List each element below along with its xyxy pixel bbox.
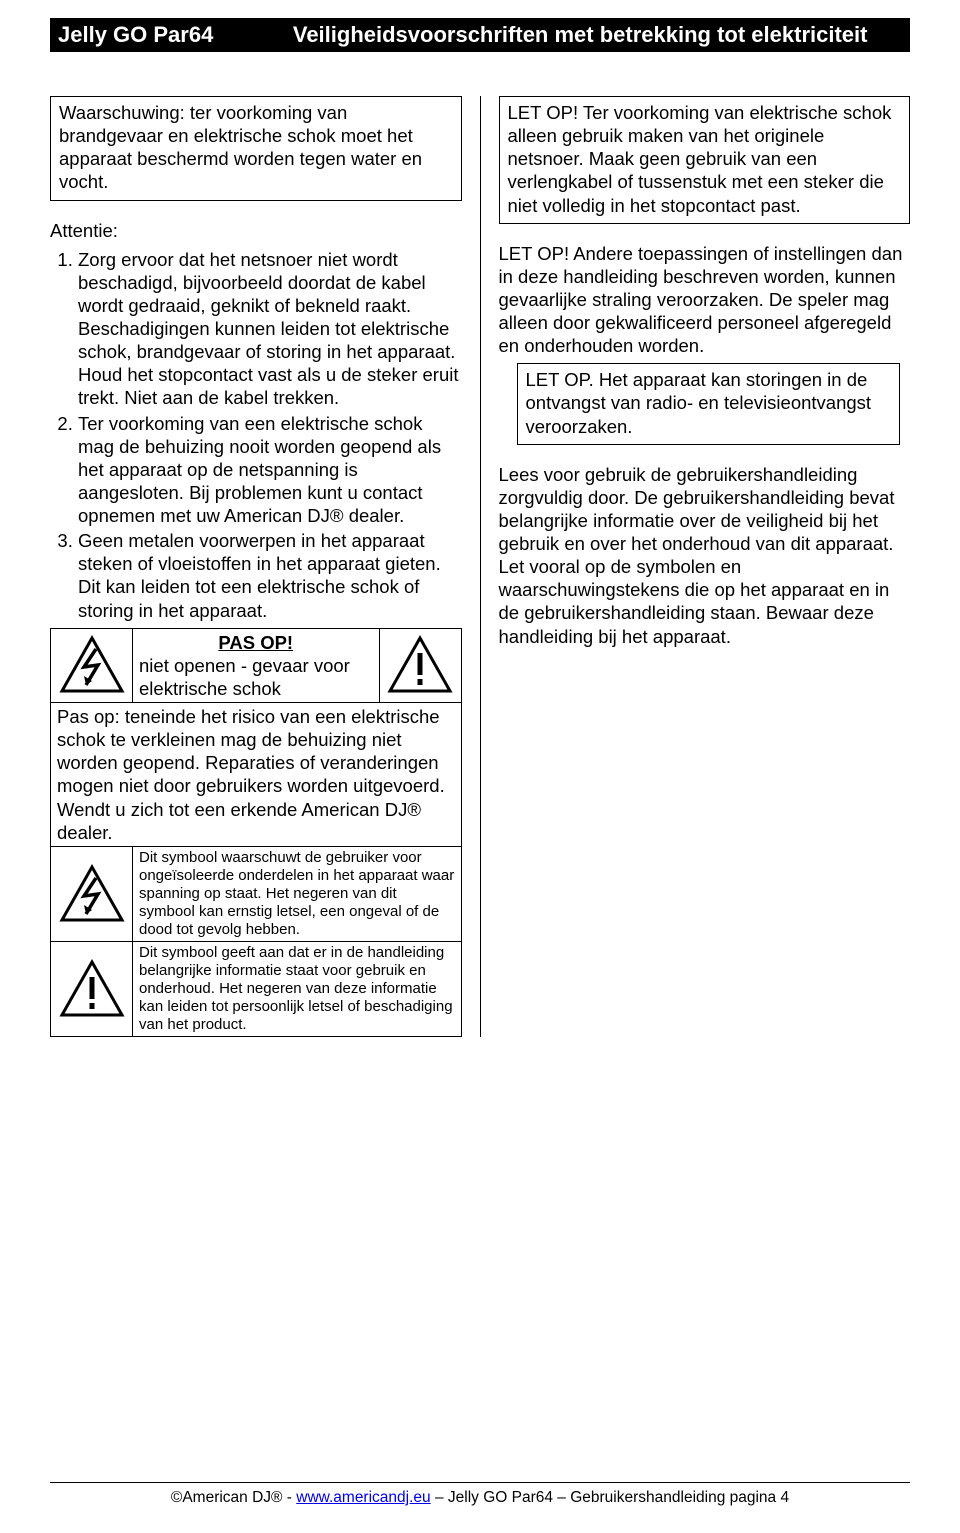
letop-box-1: LET OP! Ter voorkoming van elektrische s… [499,96,911,224]
header-product: Jelly GO Par64 [58,22,213,48]
letop-box-2: LET OP. Het apparaat kan storingen in de… [517,363,901,444]
attentie-item: Zorg ervoor dat het netsnoer niet wordt … [78,248,462,410]
page-header: Jelly GO Par64 Veiligheidsvoorschriften … [50,18,910,52]
pas-op-sub: niet openen - gevaar voor elektrische sc… [139,654,373,700]
exclaim-triangle-icon [386,635,454,695]
warning-box-text: Waarschuwing: ter voorkoming van brandge… [59,102,422,192]
pas-op-body: Pas op: teneinde het risico van een elek… [51,703,462,847]
header-section-title: Veiligheidsvoorschriften met betrekking … [213,22,902,48]
voltage-icon-cell [51,628,133,702]
pas-op-title: PAS OP! [139,631,373,654]
voltage-triangle-icon [58,635,126,695]
exclaim-icon-cell-2 [51,941,133,1036]
letop-para-1: LET OP! Andere toepassingen of instellin… [499,242,911,358]
pas-op-cell: PAS OP! niet openen - gevaar voor elektr… [133,628,380,702]
attentie-list: Zorg ervoor dat het netsnoer niet wordt … [50,248,462,622]
footer-suffix: – Jelly GO Par64 – Gebruikershandleiding… [431,1489,789,1506]
exclaim-symbol-desc: Dit symbool geeft aan dat er in de handl… [133,941,462,1036]
attentie-item: Geen metalen voorwerpen in het apparaat … [78,529,462,622]
right-column: LET OP! Ter voorkoming van elektrische s… [481,96,911,1037]
page-footer: ©American DJ® - www.americandj.eu – Jell… [50,1482,910,1507]
attentie-label: Attentie: [50,219,462,242]
exclaim-icon-cell [379,628,461,702]
letop-para-2: Lees voor gebruik de gebruikershandleidi… [499,463,911,648]
letop-box-1-text: LET OP! Ter voorkoming van elektrische s… [508,102,892,216]
footer-prefix: ©American DJ® - [171,1489,296,1506]
letop-box-2-text: LET OP. Het apparaat kan storingen in de… [526,369,872,436]
left-column: Waarschuwing: ter voorkoming van brandge… [50,96,481,1037]
attentie-item: Ter voorkoming van een elektrische schok… [78,412,462,528]
exclaim-triangle-icon [58,959,126,1019]
voltage-triangle-icon [58,864,126,924]
voltage-icon-cell-2 [51,846,133,941]
warning-box: Waarschuwing: ter voorkoming van brandge… [50,96,462,201]
footer-link[interactable]: www.americandj.eu [296,1489,430,1506]
voltage-symbol-desc: Dit symbool waarschuwt de gebruiker voor… [133,846,462,941]
warning-symbol-table: PAS OP! niet openen - gevaar voor elektr… [50,628,462,1037]
